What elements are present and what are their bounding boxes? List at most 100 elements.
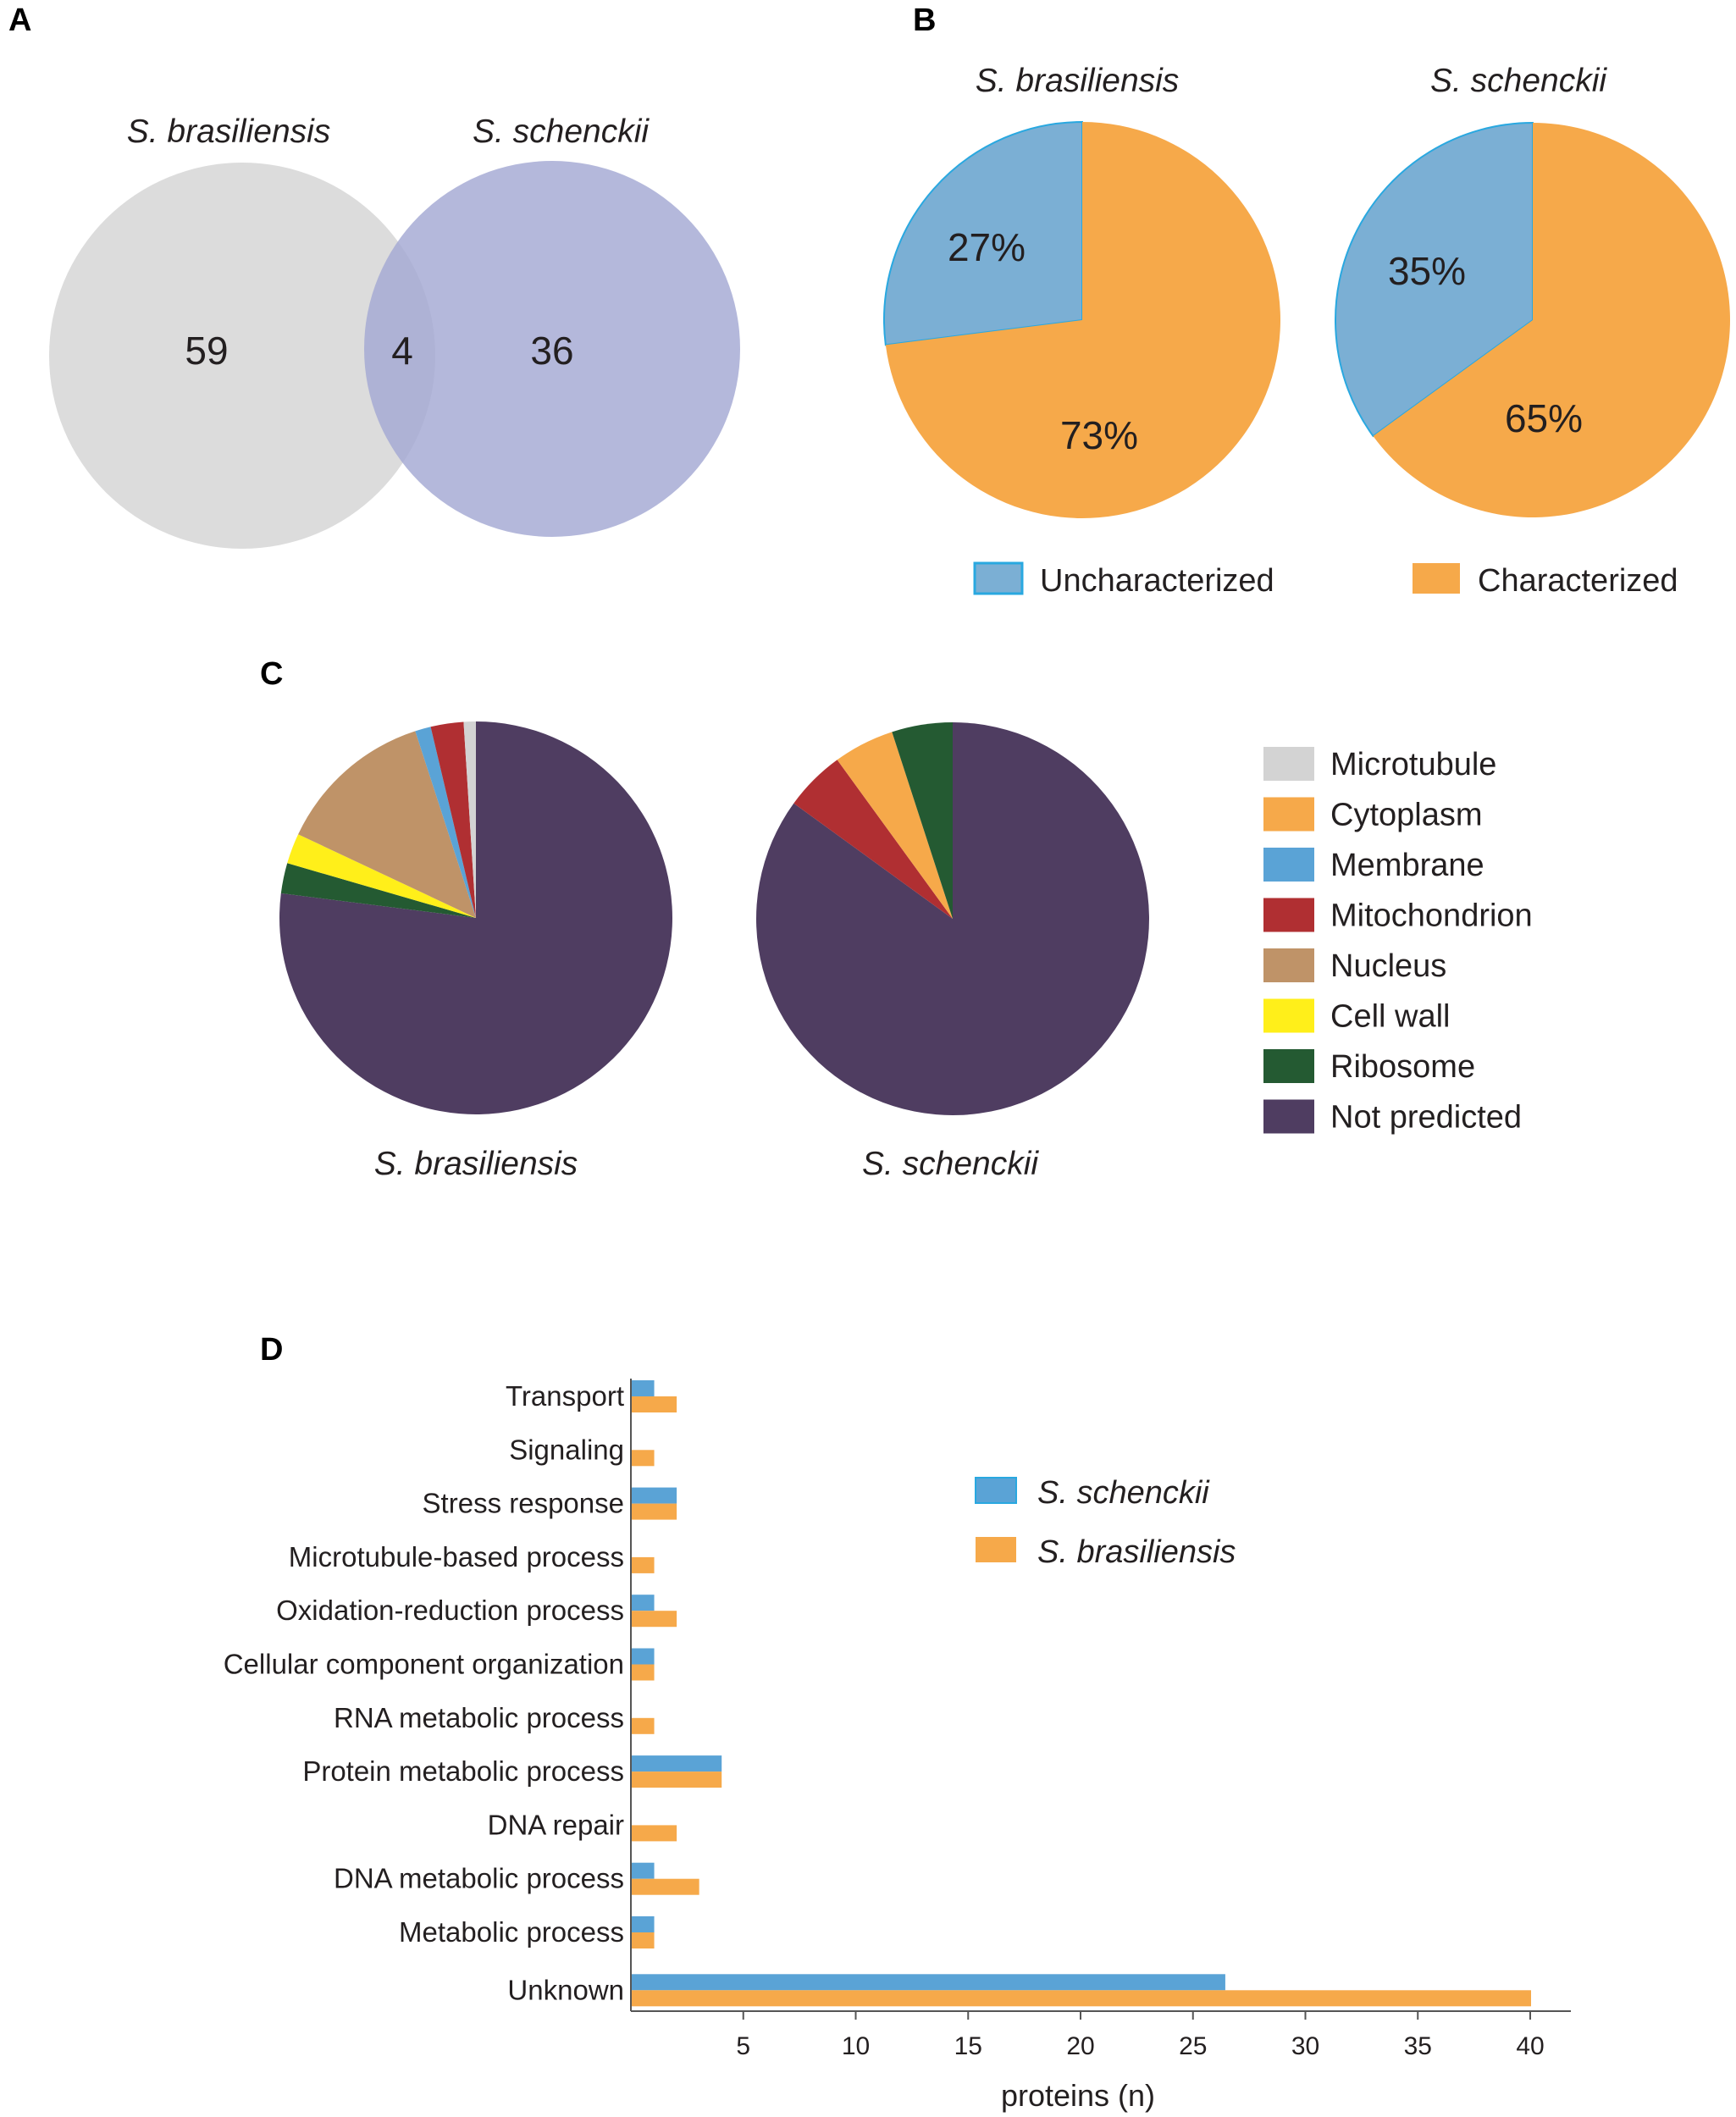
panel-letter-d: D: [260, 1332, 283, 1368]
legend-label-membrane: Membrane: [1330, 848, 1484, 883]
category-label-metabolic-process: Metabolic process: [399, 1916, 624, 1948]
legend-swatch-uncharacterized: [973, 561, 1024, 595]
venn-circle-brasiliensis: [49, 163, 435, 549]
pie-slice-uncharacterized: [883, 120, 1083, 346]
legend-label-cytoplasm: Cytoplasm: [1330, 798, 1483, 833]
legend-label-nucleus: Nucleus: [1330, 948, 1446, 984]
bar-s-schenckii-unknown: [632, 1974, 1225, 1991]
legend-swatch-cytoplasm: [1263, 797, 1314, 832]
pie-c1-title: S. brasiliensis: [374, 1146, 578, 1182]
venn-count-schenckii-only: 36: [530, 329, 573, 373]
category-label-cellular-component-organization: Cellular component organization: [224, 1649, 624, 1680]
pie-b1-title: S. brasiliensis: [976, 63, 1180, 99]
bar-s-schenckii-protein-metabolic-process: [632, 1755, 722, 1772]
bar-s-brasiliensis-dna-metabolic-process: [632, 1878, 699, 1895]
bar-s-brasiliensis-oxidation-reduction-process: [632, 1611, 677, 1628]
pie-slice-cytoplasm: [837, 732, 953, 919]
legend-swatch-brasiliensis: [976, 1537, 1016, 1562]
pie-slice-ribosome: [892, 722, 953, 919]
category-label-unknown: Unknown: [507, 1974, 624, 2005]
pie-slice-microtubule: [463, 721, 476, 918]
pie-b1-uncharacterized-pct: 27%: [948, 225, 1026, 269]
bar-s-schenckii-cellular-component-organization: [632, 1648, 655, 1665]
venn-count-overlap: 4: [391, 329, 413, 373]
legend-label-brasiliensis: S. brasiliensis: [1037, 1534, 1236, 1570]
pie-characterized-schenckii: [1335, 121, 1730, 518]
category-label-dna-repair: DNA repair: [488, 1809, 624, 1840]
pie-b2-title: S. schenckii: [1430, 63, 1607, 99]
legend-swatch-not-predicted: [1263, 1099, 1314, 1134]
x-tick-label: 40: [1516, 2032, 1544, 2060]
bar-s-brasiliensis-protein-metabolic-process: [632, 1772, 722, 1788]
venn-count-brasiliensis-only: 59: [185, 329, 228, 373]
legend-label-cell-wall: Cell wall: [1330, 999, 1450, 1035]
legend-swatch-nucleus: [1263, 948, 1314, 982]
category-label-dna-metabolic-process: DNA metabolic process: [334, 1863, 624, 1894]
x-tick-label: 10: [842, 2032, 870, 2060]
category-label-rna-metabolic-process: RNA metabolic process: [334, 1702, 624, 1733]
legend-swatch-characterized: [1413, 563, 1460, 594]
pie-slice-mitochondrion: [793, 760, 953, 919]
pie-characterized-brasiliensis: [883, 120, 1281, 518]
go-process-bar-chart: 5 10 15 20 25 30 35 40 Transport Signaling Stress …: [224, 1379, 1571, 2060]
x-tick-label: 25: [1179, 2032, 1207, 2060]
legend-swatch-membrane: [1263, 848, 1314, 882]
venn-left-label: S. brasiliensis: [127, 113, 331, 150]
bar-s-schenckii-transport: [632, 1380, 655, 1396]
x-tick-label: 30: [1291, 2032, 1319, 2060]
category-label-signaling: Signaling: [509, 1434, 624, 1465]
localization-legend: Microtubule Cytoplasm Membrane Mitochondrio…: [1263, 747, 1533, 1136]
bar-s-brasiliensis-rna-metabolic-process: [632, 1717, 655, 1734]
pie-b2-uncharacterized-pct: 35%: [1388, 249, 1466, 293]
venn-circle-schenckii: [364, 161, 740, 537]
panel-letter-b: B: [913, 3, 936, 38]
pie-slice-cell-wall: [287, 834, 476, 918]
bar-s-brasiliensis-microtubule-based-process: [632, 1556, 655, 1573]
pie-slice-characterized: [885, 122, 1281, 518]
legend-swatch-mitochondrion: [1263, 898, 1314, 932]
bar-s-brasiliensis-transport: [632, 1396, 677, 1412]
venn-right-label: S. schenckii: [473, 113, 650, 150]
legend-swatch-schenckii: [975, 1477, 1017, 1504]
pie-slice-nucleus: [298, 731, 476, 918]
legend-label-microtubule: Microtubule: [1330, 747, 1496, 782]
bar-s-brasiliensis-cellular-component-organization: [632, 1664, 655, 1681]
x-tick-label: 5: [736, 2032, 750, 2060]
x-tick-label: 35: [1404, 2032, 1432, 2060]
pie-slice-membrane: [415, 727, 476, 918]
bar-s-brasiliensis-dna-repair: [632, 1825, 677, 1842]
pie-b2-characterized-pct: 65%: [1505, 396, 1583, 440]
legend-swatch-microtubule: [1263, 747, 1314, 781]
bar-s-brasiliensis-unknown: [632, 1990, 1531, 2007]
x-tick-label: 20: [1066, 2032, 1094, 2060]
legend-swatch-cell-wall: [1263, 998, 1314, 1033]
bar-s-schenckii-stress-response: [632, 1487, 677, 1504]
category-label-microtubule-based-process: Microtubule-based process: [289, 1541, 624, 1573]
x-tick-label: 15: [954, 2032, 982, 2060]
legend-label-uncharacterized: Uncharacterized: [1040, 563, 1274, 599]
pie-b1-characterized-pct: 73%: [1060, 413, 1138, 457]
legend-swatch-ribosome: [1263, 1049, 1314, 1083]
bar-s-brasiliensis-metabolic-process: [632, 1932, 655, 1948]
category-label-protein-metabolic-process: Protein metabolic process: [302, 1755, 624, 1787]
legend-label-mitochondrion: Mitochondrion: [1330, 898, 1533, 934]
legend-label-characterized: Characterized: [1478, 563, 1678, 599]
category-label-transport: Transport: [506, 1380, 624, 1412]
pie-slice-ribosome: [280, 863, 476, 918]
pie-localization-schenckii: [756, 721, 1149, 1115]
bar-s-schenckii-oxidation-reduction-process: [632, 1595, 655, 1611]
pie-slice-uncharacterized: [1335, 121, 1534, 438]
panel-letter-c: C: [260, 656, 283, 692]
pie-c2-title: S. schenckii: [862, 1146, 1039, 1182]
category-label-oxidation-reduction-process: Oxidation-reduction process: [276, 1595, 624, 1626]
legend-label-schenckii: S. schenckii: [1037, 1475, 1210, 1511]
legend-label-not-predicted: Not predicted: [1330, 1100, 1522, 1136]
legend-label-ribosome: Ribosome: [1330, 1049, 1475, 1085]
x-axis-title: proteins (n): [1001, 2078, 1155, 2113]
panel-letter-a: A: [8, 3, 31, 38]
category-label-stress-response: Stress response: [423, 1488, 624, 1519]
pie-localization-brasiliensis: [279, 721, 672, 1115]
pie-slice-characterized: [1373, 123, 1730, 518]
